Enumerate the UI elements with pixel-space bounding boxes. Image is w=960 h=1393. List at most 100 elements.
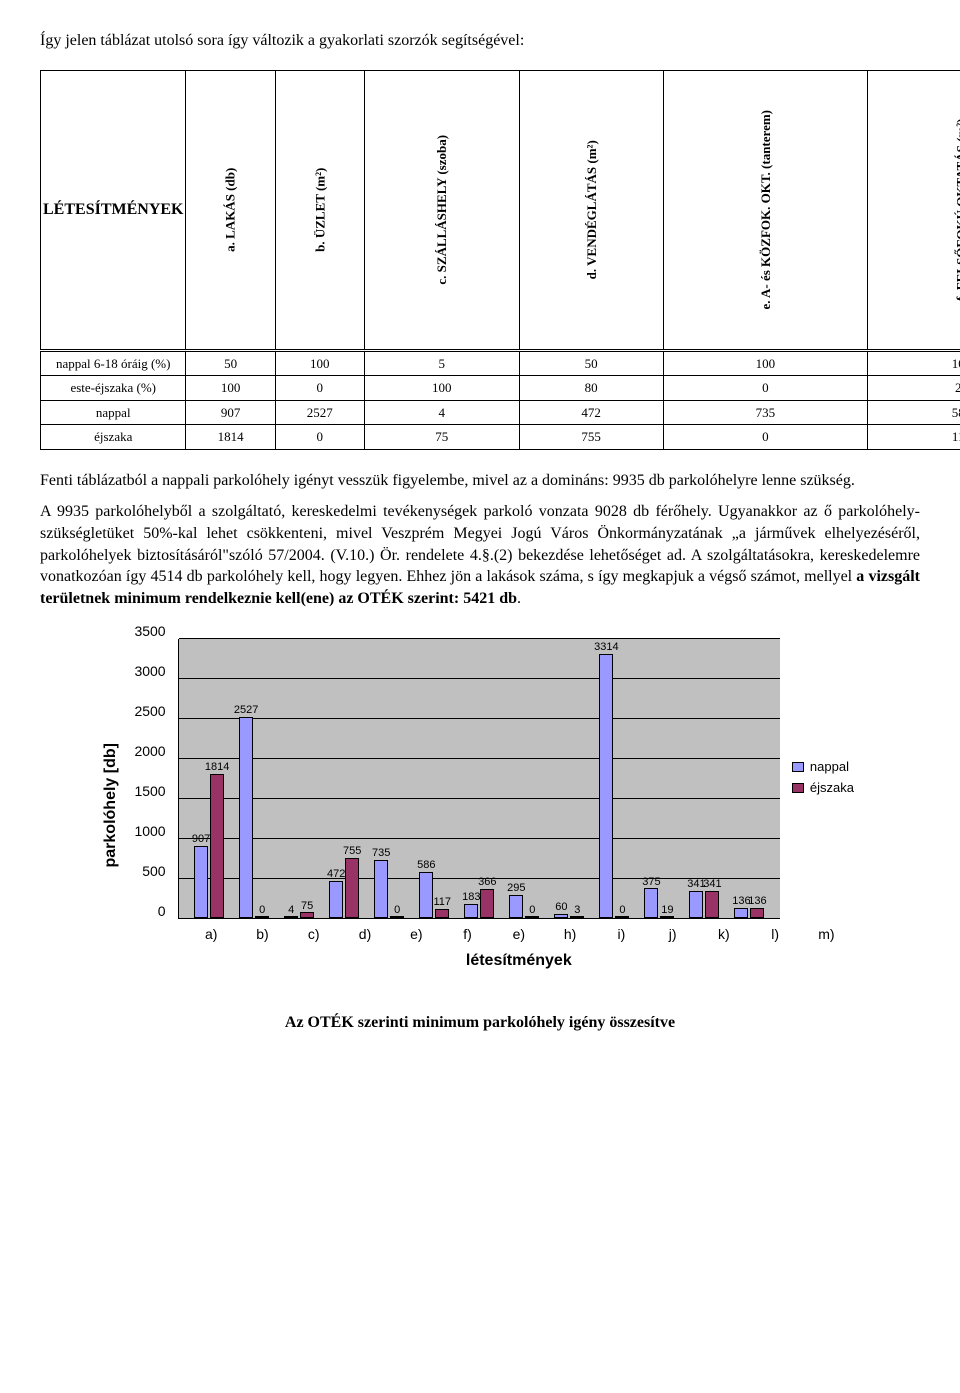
y-axis-label: parkolóhely [db]: [100, 639, 122, 971]
cell: 100: [186, 376, 275, 401]
legend-ejszaka: éjszaka: [792, 779, 854, 797]
bar-nappal: 295: [509, 895, 523, 919]
bar-label: 366: [478, 875, 496, 890]
cell: 100: [275, 350, 364, 376]
row-label: éjszaka: [41, 425, 186, 450]
bar-ejszaka: 1814: [210, 774, 224, 919]
bar-label: 136: [748, 894, 766, 909]
bar-nappal: 472: [329, 881, 343, 919]
bar-nappal: 907: [194, 846, 208, 918]
plot-area: 9071814252704754727557350586117183366295…: [178, 639, 780, 919]
bar-ejszaka: 755: [345, 858, 359, 918]
table-row: nappal 6-18 óráig (%)5010055010010050100…: [41, 350, 960, 376]
facility-head: LÉTESÍTMÉNYEK: [41, 70, 186, 350]
bar-label: 0: [394, 903, 400, 918]
bar-nappal: 375: [644, 888, 658, 918]
swatch-ejszaka: [792, 783, 804, 793]
bar-ejszaka: 117: [435, 909, 449, 918]
x-tick: b): [237, 925, 288, 944]
bar-label: 586: [417, 858, 435, 873]
bar-label: 4: [288, 903, 294, 918]
table-row: este-éjszaka (%)100010080020100050500: [41, 376, 960, 401]
cell: 907: [186, 400, 275, 425]
x-tick: f): [442, 925, 493, 944]
para2-lead: A 9935 parkolóhelyből a szolgáltató, ker…: [40, 503, 920, 585]
bar-label: 75: [301, 899, 313, 914]
bar-ejszaka: 341: [705, 891, 719, 918]
cell: 0: [663, 425, 868, 450]
cell: 755: [519, 425, 663, 450]
x-axis-label: létesítmények: [178, 950, 860, 972]
category: 37519: [637, 639, 682, 918]
cell: 0: [275, 425, 364, 450]
category: 472755: [322, 639, 367, 918]
table-header-row: LÉTESÍTMÉNYEK a. LAKÁS (db)b. ÜZLET (m²)…: [41, 70, 960, 350]
bar-label: 755: [343, 844, 361, 859]
x-tick: l): [750, 925, 801, 944]
table-row: nappal9072527447273558618329560331437534…: [41, 400, 960, 425]
cell: 586: [868, 400, 960, 425]
bar-nappal: 136: [734, 908, 748, 919]
x-tick: e): [493, 925, 544, 944]
category: 136136: [727, 639, 772, 918]
cell: 50: [186, 350, 275, 376]
facility-table: LÉTESÍTMÉNYEK a. LAKÁS (db)b. ÜZLET (m²)…: [40, 70, 960, 450]
x-tick: h): [544, 925, 595, 944]
bar-label: 183: [462, 890, 480, 905]
col-header: a. LAKÁS (db): [186, 70, 275, 350]
cell: 2527: [275, 400, 364, 425]
bar-ejszaka: 0: [525, 916, 539, 918]
cell: 80: [519, 376, 663, 401]
bar-ejszaka: 0: [390, 916, 404, 918]
legend-nappal: nappal: [792, 758, 854, 776]
bar-label: 19: [661, 903, 673, 918]
cell: 472: [519, 400, 663, 425]
row-label: nappal 6-18 óráig (%): [41, 350, 186, 376]
category: 586 117: [412, 639, 457, 918]
bar-label: 3314: [594, 640, 618, 655]
cell: 0: [663, 376, 868, 401]
cell: 100: [663, 350, 868, 376]
category: 183366: [457, 639, 502, 918]
cell: 735: [663, 400, 868, 425]
bar-label: 117: [433, 895, 451, 910]
bar-label: 341: [703, 877, 721, 892]
cell: 4: [364, 400, 519, 425]
category: 2950: [502, 639, 547, 918]
bar-nappal: 3314: [599, 654, 613, 918]
bar-label: 907: [192, 832, 210, 847]
bar-label: 2527: [234, 703, 258, 718]
bar-nappal: 183: [464, 904, 478, 919]
category: 25270: [232, 639, 277, 918]
bar-label: 472: [327, 867, 345, 882]
bar-ejszaka: 136: [750, 908, 764, 919]
bar-nappal: 2527: [239, 717, 253, 918]
bar-nappal: 4: [284, 916, 298, 918]
table-row: éjszaka18140757550117366030193411363296: [41, 425, 960, 450]
cell: 117: [868, 425, 960, 450]
para2-end: .: [517, 590, 521, 607]
cell: 1814: [186, 425, 275, 450]
cell: 0: [275, 376, 364, 401]
col-header: b. ÜZLET (m²): [275, 70, 364, 350]
category: 33140: [592, 639, 637, 918]
category: 9071814: [187, 639, 232, 918]
x-tick: j): [647, 925, 698, 944]
bar-ejszaka: 19: [660, 916, 674, 918]
bar-ejszaka: 0: [255, 916, 269, 918]
swatch-nappal: [792, 762, 804, 772]
col-header: f. FELSŐFOKÚ OKTATÁS (m²): [868, 70, 960, 350]
category: 475: [277, 639, 322, 918]
paragraph-1: Fenti táblázatból a nappali parkolóhely …: [40, 470, 920, 492]
chart-main: 0500100015002000250030003500 90718142527…: [126, 639, 860, 971]
bar-chart: parkolóhely [db] 05001000150020002500300…: [100, 639, 860, 971]
y-axis: 0500100015002000250030003500: [126, 639, 178, 919]
col-header: d. VENDÉGLÁTÁS (m²): [519, 70, 663, 350]
bar-label: 60: [555, 900, 567, 915]
bar-label: 295: [507, 881, 525, 896]
bar-label: 735: [372, 846, 390, 861]
bars-container: 9071814252704754727557350586117183366295…: [179, 639, 780, 918]
legend: nappal éjszaka: [786, 756, 860, 803]
bar-label: 375: [642, 875, 660, 890]
row-label: este-éjszaka (%): [41, 376, 186, 401]
